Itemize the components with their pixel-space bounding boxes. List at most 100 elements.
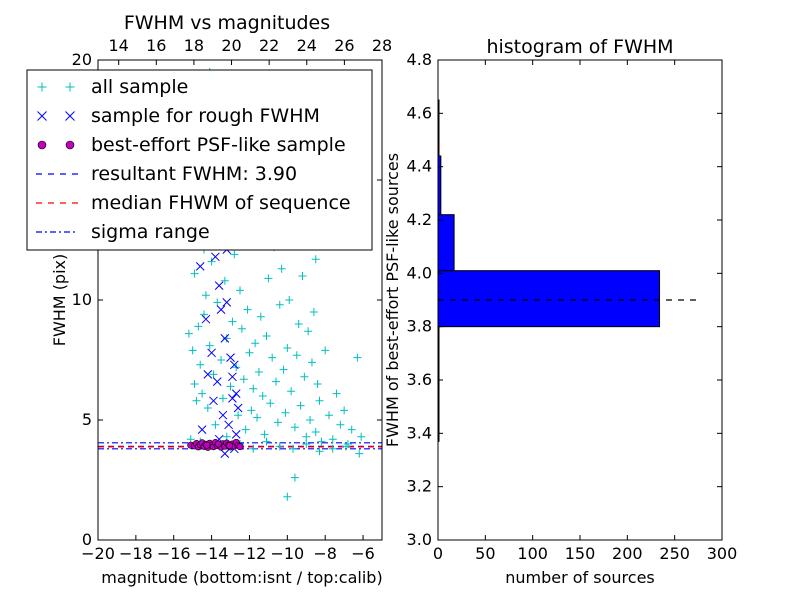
data-point-plus (336, 420, 345, 429)
data-point-plus (241, 425, 250, 434)
legend-label: sigma range (91, 221, 210, 243)
y-tick-label: 4.8 (407, 50, 432, 69)
data-point-x (231, 389, 241, 398)
y-tick-label: 3.2 (407, 477, 432, 496)
data-point-plus (249, 384, 258, 393)
scatter-title: FWHM vs magnitudes (124, 12, 330, 34)
data-point-plus (328, 444, 337, 453)
x-tick-label: −12 (233, 544, 267, 563)
legend-label: best-effort PSF-like sample (91, 134, 346, 156)
data-point-plus (355, 449, 364, 458)
data-point-plus (211, 420, 220, 429)
x-tick-label: 50 (475, 544, 495, 563)
data-point-plus (279, 365, 288, 374)
data-point-plus (226, 382, 235, 391)
x-tick-label: 250 (659, 544, 690, 563)
data-point-plus (228, 317, 237, 326)
data-point-plus (237, 324, 246, 333)
data-point-plus (275, 442, 284, 451)
data-point-circle (236, 443, 244, 451)
data-point-plus (243, 305, 252, 314)
data-point-x (218, 410, 228, 420)
data-point-plus (328, 435, 337, 444)
data-point-x (209, 396, 218, 406)
legend: all sample sample for rough FWHM best-effo… (26, 69, 373, 251)
y-tick-label: 0 (82, 530, 92, 549)
data-point-x (231, 430, 241, 439)
legend-marker (65, 82, 75, 92)
data-point-plus (266, 399, 275, 408)
y-tick-label: 5 (82, 410, 92, 429)
data-point-plus (332, 389, 341, 398)
data-point-plus (283, 492, 292, 501)
data-point-x (228, 372, 237, 382)
top-tick-label: 20 (221, 36, 241, 55)
data-point-circle (214, 440, 222, 448)
histogram-bar (437, 270, 661, 328)
data-point-plus (271, 377, 280, 386)
top-tick-label: 22 (259, 36, 279, 55)
histogram-panel: histogram of FWHM 0 50 100 150 200 250 300 3.0 3… (383, 36, 737, 587)
data-point-x (203, 370, 213, 379)
data-point-plus (289, 444, 298, 453)
data-point-x (228, 394, 237, 403)
data-point-plus (262, 332, 271, 340)
top-tick-label: 14 (109, 36, 129, 55)
data-point-plus (190, 380, 199, 388)
data-point-plus (298, 272, 307, 280)
legend-marker (65, 111, 75, 121)
legend-label: sample for rough FWHM (91, 105, 320, 127)
data-point-plus (292, 351, 301, 360)
data-point-plus (222, 432, 231, 441)
y-tick-label: 4.4 (407, 157, 432, 176)
data-point-plus (234, 411, 243, 420)
data-point-plus (198, 389, 207, 398)
top-tick-label: 26 (334, 36, 354, 55)
data-point-x (214, 281, 224, 290)
data-point-plus (196, 360, 205, 369)
x-tick-label: 300 (707, 544, 738, 563)
data-point-plus (218, 394, 227, 403)
legend-marker (37, 111, 47, 121)
data-point-plus (230, 250, 239, 259)
y-tick-label: 3.4 (407, 423, 432, 442)
data-point-plus (315, 447, 324, 456)
data-point-plus (321, 346, 330, 355)
top-tick-label: 18 (184, 36, 204, 55)
data-point-plus (294, 320, 303, 328)
data-point-plus (296, 401, 305, 410)
data-point-x (195, 262, 205, 271)
data-point-plus (239, 375, 248, 384)
histogram-y-axis-label: FWHM of best-effort PSF-like sources (383, 153, 402, 447)
x-tick-label: −10 (270, 544, 304, 563)
y-tick-label: 3.6 (407, 370, 432, 389)
y-tick-label: 3.8 (407, 317, 432, 336)
data-point-plus (194, 322, 203, 331)
y-tick-label: 10 (72, 290, 92, 309)
x-tick-label: 150 (565, 544, 596, 563)
data-point-plus (245, 348, 254, 357)
x-tick-label: 200 (612, 544, 643, 563)
data-point-plus (203, 404, 212, 412)
data-point-plus (192, 396, 201, 405)
data-point-plus (315, 396, 324, 405)
data-point-plus (353, 353, 362, 362)
x-tick-label: −20 (81, 544, 115, 563)
histogram-bar (437, 214, 455, 272)
data-point-plus (262, 437, 271, 446)
x-tick-label: −8 (313, 544, 337, 563)
data-point-plus (313, 380, 322, 388)
data-point-circle (203, 441, 211, 449)
data-point-plus (209, 370, 218, 379)
data-point-plus (258, 392, 267, 400)
legend-marker (37, 82, 47, 92)
data-point-plus (256, 312, 265, 321)
data-point-plus (268, 353, 277, 362)
data-point-plus (300, 372, 309, 381)
data-point-plus (290, 473, 299, 482)
data-point-x (224, 420, 233, 430)
data-point-plus (251, 339, 260, 348)
data-point-plus (340, 406, 349, 415)
scatter-x-axis-label: magnitude (bottom:isnt / top:calib) (101, 568, 382, 587)
